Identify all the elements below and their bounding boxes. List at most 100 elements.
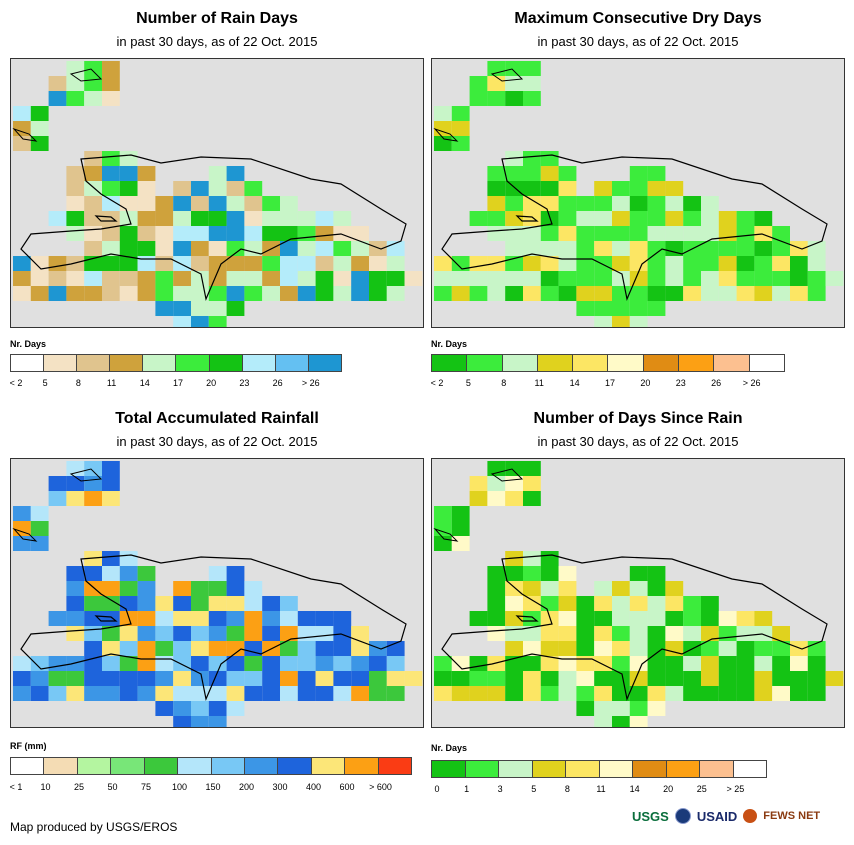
- grid-cell: [84, 686, 102, 701]
- grid-cell: [226, 196, 245, 211]
- grid-cell: [594, 226, 612, 241]
- grid-cell: [351, 686, 369, 701]
- grid-cell: [523, 151, 541, 166]
- legend-label: 100: [171, 782, 188, 792]
- grid-cell: [226, 181, 245, 196]
- grid-cell: [434, 686, 452, 701]
- grid-cell: [594, 301, 612, 316]
- grid-cell: [191, 271, 209, 286]
- grid-cell: [540, 551, 559, 566]
- grid-cell: [505, 611, 523, 626]
- grid-cell: [333, 286, 352, 301]
- grid-cell: [84, 61, 102, 76]
- grid-cell: [629, 596, 648, 611]
- legend-swatch: [532, 761, 566, 777]
- grid-cell: [701, 656, 719, 671]
- grid-cell: [576, 256, 595, 271]
- grid-cell: [576, 226, 595, 241]
- grid-cell: [647, 256, 666, 271]
- grid-cell: [262, 671, 280, 686]
- grid-cell: [683, 196, 701, 211]
- grid-cell: [66, 61, 85, 76]
- grid-cell: [451, 271, 470, 286]
- grid-cell: [523, 181, 541, 196]
- legend-swatch: [666, 761, 700, 777]
- grid-cell: [540, 581, 559, 596]
- grid-cell: [594, 641, 612, 656]
- legend-swatch: [467, 355, 503, 371]
- grid-cell: [469, 686, 488, 701]
- legend-label: 150: [205, 782, 221, 792]
- legend-label: 20: [663, 784, 674, 794]
- grid-cell: [505, 581, 523, 596]
- grid-cell: [191, 626, 209, 641]
- grid-cell: [612, 581, 630, 596]
- grid-cell: [226, 166, 245, 181]
- grid-cell: [665, 656, 684, 671]
- grid-cell: [487, 566, 506, 581]
- grid-cell: [244, 271, 263, 286]
- grid-cell: [102, 566, 120, 581]
- grid-cell: [244, 581, 263, 596]
- grid-cell: [451, 671, 470, 686]
- grid-cell: [13, 256, 31, 271]
- grid-cell: [119, 596, 138, 611]
- grid-cell: [487, 476, 506, 491]
- grid-cell: [84, 611, 102, 626]
- grid-cell: [119, 181, 138, 196]
- grid-cell: [772, 241, 790, 256]
- grid-cell: [629, 241, 648, 256]
- grid-cell: [333, 211, 352, 226]
- grid-cell: [558, 211, 577, 226]
- grid-cell: [540, 271, 559, 286]
- grid-cell: [102, 256, 120, 271]
- grid-cell: [13, 286, 31, 301]
- grid-cell: [612, 271, 630, 286]
- grid-cell: [226, 626, 245, 641]
- grid-cell: [84, 91, 102, 106]
- legend-title: Nr. Days: [10, 339, 47, 349]
- map-max-dry-days: [431, 58, 845, 328]
- grid-cell: [523, 166, 541, 181]
- grid-cell: [66, 491, 85, 506]
- grid-cell: [386, 686, 405, 701]
- grid-cell: [469, 76, 488, 91]
- grid-cell: [119, 626, 138, 641]
- map-total-rainfall: [10, 458, 424, 728]
- map-rain-days: [10, 58, 424, 328]
- grid-cell: [208, 301, 227, 316]
- grid-cell: [790, 671, 808, 686]
- legend-label: < 1: [9, 782, 23, 792]
- legend-label: 5: [531, 784, 537, 794]
- grid-cell: [558, 226, 577, 241]
- grid-cell: [594, 656, 612, 671]
- grid-cell: [351, 241, 369, 256]
- grid-cell: [469, 286, 488, 301]
- grid-cell: [315, 271, 334, 286]
- grid-cell: [226, 256, 245, 271]
- legend-label: 11: [534, 378, 544, 388]
- legend-swatch: [345, 758, 379, 774]
- grid-cell: [208, 286, 227, 301]
- grid-cell: [191, 656, 209, 671]
- grid-cell: [155, 286, 174, 301]
- grid-cell: [629, 181, 648, 196]
- grid-cell: [505, 61, 523, 76]
- grid-cell: [540, 256, 559, 271]
- grid-cell: [102, 551, 120, 566]
- grid-cell: [48, 686, 67, 701]
- grid-cell: [102, 181, 120, 196]
- grid-cell: [612, 241, 630, 256]
- grid-cell: [208, 226, 227, 241]
- legend-swatch: [275, 355, 309, 371]
- grid-cell: [540, 656, 559, 671]
- grid-cell: [208, 581, 227, 596]
- legend-label: > 26: [301, 378, 320, 388]
- grid-cell: [226, 271, 245, 286]
- grid-cell: [280, 271, 298, 286]
- grid-cell: [558, 626, 577, 641]
- grid-cell: [487, 581, 506, 596]
- grid-cell: [665, 256, 684, 271]
- grid-cell: [469, 491, 488, 506]
- grid-cell: [736, 226, 755, 241]
